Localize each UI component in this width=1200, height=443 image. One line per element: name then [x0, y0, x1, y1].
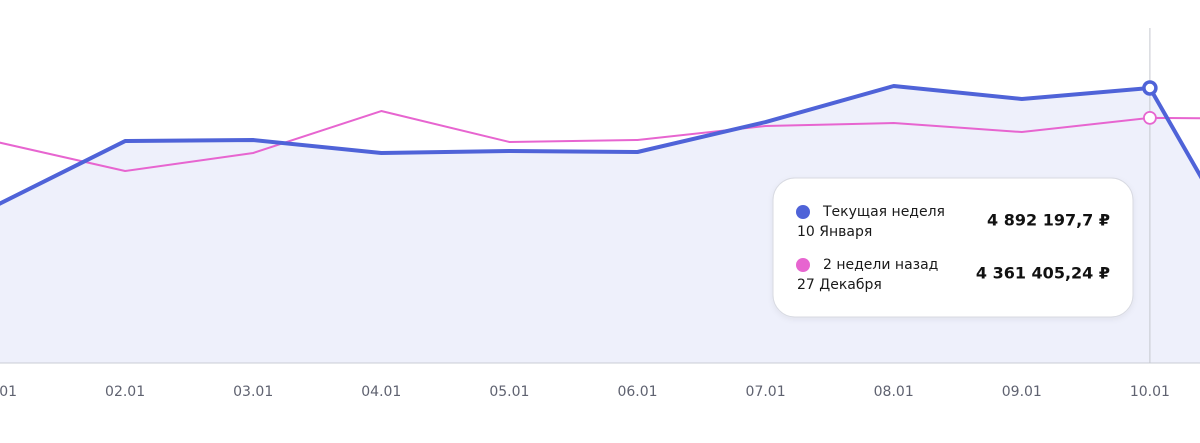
legend-dot — [796, 258, 810, 272]
legend-label: Текущая неделя — [822, 204, 945, 220]
x-tick-label: 05.01 — [489, 384, 529, 400]
tooltip-date: 27 Декабря — [797, 277, 882, 293]
tooltip-value: 4 892 197,7 ₽ — [987, 211, 1110, 230]
hover-marker — [1143, 110, 1157, 125]
legend-dot — [796, 205, 810, 219]
x-tick-label: 07.01 — [746, 384, 786, 400]
x-tick-label: 10.01 — [1130, 384, 1170, 400]
x-tick-label: 08.01 — [874, 384, 914, 400]
series-line — [0, 84, 1200, 206]
legend-label: 2 недели назад — [823, 257, 938, 273]
tooltip-date: 10 Января — [797, 224, 872, 240]
x-tick-label: 01.01 — [0, 384, 17, 400]
series-line — [0, 110, 1200, 172]
tooltip-value: 4 361 405,24 ₽ — [976, 264, 1110, 283]
tooltip-box — [772, 177, 1134, 318]
hover-marker — [1142, 80, 1158, 96]
x-tick-label: 04.01 — [361, 384, 401, 400]
x-tick-label: 09.01 — [1002, 384, 1042, 400]
x-tick-label: 02.01 — [105, 384, 145, 400]
x-tick-label: 06.01 — [617, 384, 657, 400]
tooltip: Текущая неделя 10 Января 4 892 197,7 ₽ 2 не… — [772, 177, 1134, 318]
x-tick-label: 03.01 — [233, 384, 273, 400]
